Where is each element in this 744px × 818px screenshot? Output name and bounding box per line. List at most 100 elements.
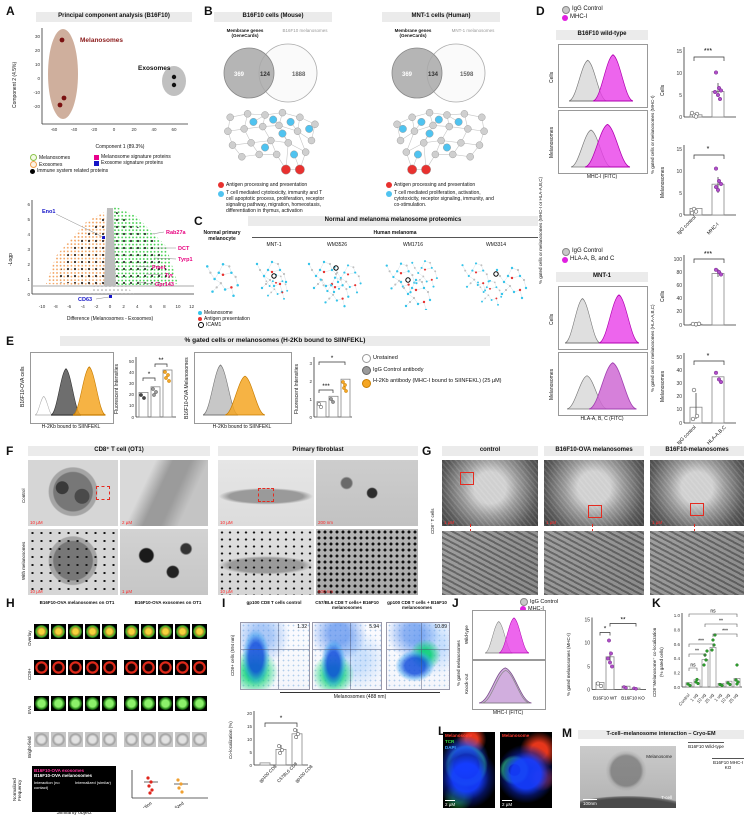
venn-human-right-title: MNT-1 melanosomes (451, 28, 495, 33)
d-s2-header: MNT-1 (556, 272, 648, 282)
j-sig1: * (604, 626, 607, 633)
h-row-evs: EVs (27, 705, 32, 715)
svg-text:25 ug: 25 ug (728, 692, 739, 704)
l-tag-melanosome: Melanosome (445, 733, 473, 738)
svg-text:20: 20 (676, 309, 682, 315)
e-hist-cells (30, 352, 114, 424)
e-b1-sig1: * (148, 371, 151, 378)
d-s1-legend: IgG Control MHC-I (562, 6, 603, 22)
svg-text:20: 20 (676, 394, 682, 400)
g-col1-header: control (442, 446, 538, 456)
svg-text:20: 20 (129, 392, 135, 397)
h-box-melanosomes: B16F10-OVA melanosomes (34, 773, 93, 779)
i-flow-control: 1.32 (240, 622, 310, 690)
g-sem-ova-melanosomes-zoom (544, 531, 644, 595)
d-s2-legend-igg: IgG Control (572, 248, 603, 255)
j-hist-wt (472, 610, 546, 660)
l-scale-1: 2 µM (445, 799, 456, 807)
e-b2-ylabel: Fluorescent Intensities (294, 363, 300, 415)
svg-text:-8: -8 (54, 304, 58, 309)
svg-text:-6: -6 (67, 304, 71, 309)
network-normal-melanocyte (205, 262, 240, 298)
human-legend-red: Antigen processing and presentation (394, 182, 476, 188)
d-s2-bar1-rowlabel: Cells (660, 290, 666, 302)
panel-e-label: E (6, 334, 15, 348)
venn-mouse-left-title: Membrane genes (GeneCards) (226, 28, 264, 39)
e-legend-h2kb: H-2Kb antibody (MHC-I bound to SIINFEKL)… (373, 378, 502, 384)
j-xtick2: B16F10 KO (621, 696, 645, 701)
cluster2-label: Exosomes (138, 65, 171, 72)
panel-a-label: A (6, 4, 15, 18)
panel-k-label: K (652, 596, 661, 610)
svg-text:2: 2 (122, 304, 125, 309)
i-flow-gp100-mel: 10.89 (386, 622, 450, 690)
legend-icam1-node: ICAM1 (206, 322, 222, 328)
i-bar: 20 15 10 5 0 * (247, 711, 308, 768)
i-ylabel: CD8+ cells (594 nm) (230, 634, 235, 676)
j-ylabel: % gated melanosomes (456, 640, 461, 686)
svg-text:-20: -20 (33, 104, 40, 109)
d-s2-bar1-sig: *** (704, 251, 712, 258)
svg-text:40: 40 (676, 368, 682, 374)
svg-text:5: 5 (27, 217, 30, 222)
f-row1-label: Control (21, 488, 26, 504)
h-evs-exosomes (124, 696, 207, 711)
svg-text:20: 20 (247, 711, 253, 716)
svg-text:10: 10 (35, 62, 41, 67)
k-group2: B16F10 MHC-I KO (712, 758, 744, 771)
proteomics-legend: Melanosome Antigen presentation ICAM1 (198, 310, 250, 328)
f-scale-7: 10 µM (220, 588, 233, 594)
d-s1-bar-ylabel: % gated cells or melanosomes (MHC-I) (650, 95, 655, 175)
sample-wm3314: WM3314 (485, 242, 506, 248)
pca-xlabel: Component 1 (89.3%) (95, 144, 145, 150)
svg-text:10: 10 (175, 304, 181, 309)
d-bar-mel-b16: 15 10 5 0 * (676, 145, 736, 219)
svg-text:6: 6 (150, 304, 153, 309)
svg-text:3: 3 (27, 247, 30, 252)
svg-text:0: 0 (309, 415, 312, 420)
d-hist-cells-b16 (558, 44, 648, 108)
f-col1-header: CD8⁺ T cell (OT1) (28, 446, 210, 456)
i-gate-1: 1.32 (297, 624, 307, 630)
venn-mouse-title: B16F10 cells (Mouse) (214, 12, 332, 22)
d-hist-cells-mnt1 (558, 286, 648, 350)
svg-text:50: 50 (129, 359, 135, 364)
d-s1-bar1-rowlabel: Cells (660, 84, 666, 96)
sample-wm3526: WM3526 (326, 242, 347, 248)
k-sig-3: *** (698, 639, 704, 645)
j-sig2: ** (620, 617, 626, 624)
d-s1-xlabel: MHC-I (FITC) (586, 174, 618, 180)
legend-melanosomes: Melanosomes (39, 154, 71, 161)
human-legend-blue: T cell mediated proliferation, activatio… (394, 190, 494, 208)
svg-text:0: 0 (679, 421, 682, 427)
svg-text:-2: -2 (94, 304, 98, 309)
h-plot-xlabel: Similarity object (56, 810, 92, 816)
h-bf-melanosomes (34, 732, 117, 747)
pca-title: Principal component analysis (B16F10) (36, 12, 192, 22)
i-gate-3: 10.89 (434, 624, 447, 630)
legend-melanosome-node: Melanosome (204, 310, 233, 316)
svg-text:2: 2 (27, 262, 30, 267)
d-s2-bar-ylabel: % gated cells or melanosomes (HLA-A,B,C) (650, 304, 655, 392)
sample-wm1716: WM1716 (402, 242, 423, 248)
i-col3-header: gp100 CD8 T cells + B16F10 melanosomes (387, 600, 447, 611)
svg-text:0: 0 (37, 76, 40, 81)
svg-text:0.2: 0.2 (674, 671, 681, 676)
m-cryoem-image: Melanosome T-cell 100nm (580, 746, 676, 808)
svg-text:30: 30 (676, 381, 682, 387)
svg-text:-20: -20 (91, 127, 98, 132)
svg-text:6: 6 (27, 202, 30, 207)
legend-exosomes: Exosomes (39, 161, 63, 168)
svg-text:5: 5 (679, 93, 682, 99)
h-box-exosomes: B16F10-OVA exosomes (34, 768, 85, 773)
svg-text:0: 0 (587, 688, 590, 694)
network-human (393, 108, 488, 175)
k-ylabel2: (% gated cells) (659, 647, 664, 677)
j-row-wt: Wild-type (464, 625, 469, 645)
d-s2-bar2-sig: * (707, 353, 710, 360)
j-xlabel: MHC-I (FITC) (492, 710, 524, 716)
svg-text:Tyrp1: Tyrp1 (178, 257, 193, 263)
network-mnt1 (255, 260, 289, 301)
d-s1-row2: Melanosomes (549, 126, 555, 158)
